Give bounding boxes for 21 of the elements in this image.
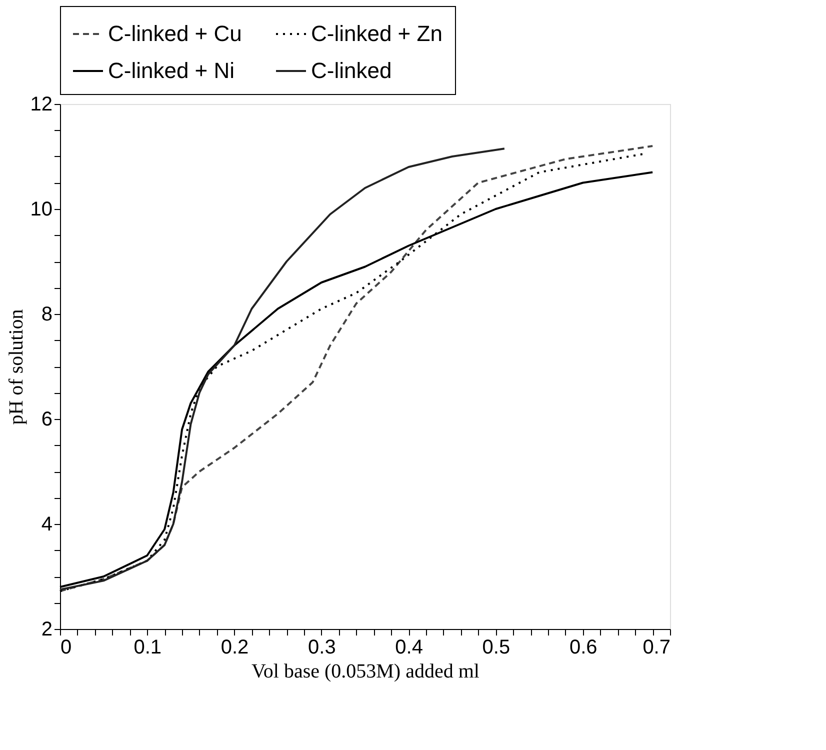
x-tick-label: 0.3 [308, 636, 336, 658]
x-tick-label: 0.5 [482, 636, 510, 658]
x-tick-label: 0.6 [569, 636, 598, 658]
y-tick-label: 2 [41, 618, 52, 640]
y-tick-label: 8 [41, 304, 52, 326]
legend-label: C-linked + Cu [108, 21, 242, 46]
legend-label: C-linked + Zn [311, 21, 442, 46]
x-tick-label: 0.2 [220, 636, 249, 658]
x-tick-label: 0 [60, 636, 72, 658]
legend-label: C-linked [311, 58, 392, 83]
y-tick-label: 4 [41, 514, 52, 536]
x-tick-label: 0.4 [395, 636, 423, 658]
y-tick-label: 6 [41, 408, 52, 430]
x-axis-title: Vol base (0.053M) added ml [252, 660, 480, 682]
line-series [59, 148, 506, 591]
legend-label: C-linked + Ni [108, 58, 235, 83]
x-tick-label: 0.1 [134, 636, 162, 658]
x-tick-label: 0.7 [642, 636, 670, 658]
y-tick-label: 10 [30, 198, 52, 220]
y-axis-title: pH of solution [5, 309, 28, 425]
y-tick-label: 12 [30, 94, 52, 116]
